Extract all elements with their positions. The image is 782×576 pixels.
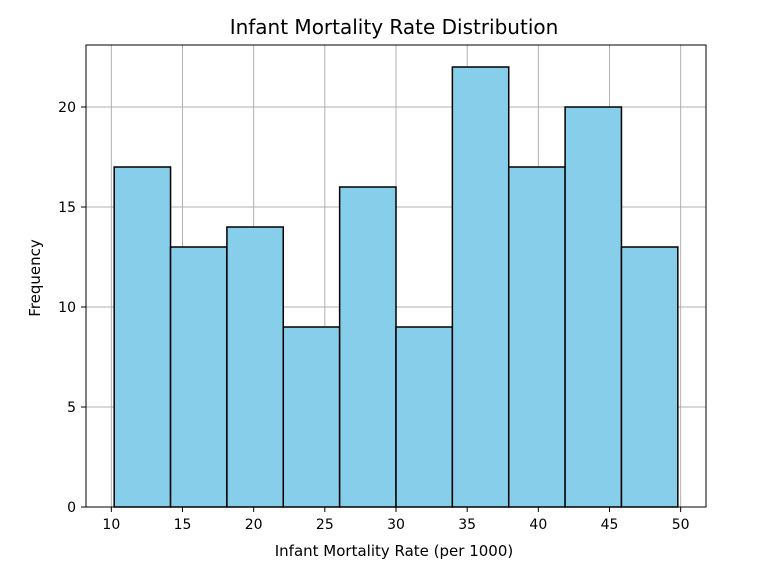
histogram-bar [451,66,510,508]
y-axis-label: Frequency [26,239,44,317]
histogram-bar [620,246,679,508]
histogram-bar [113,166,172,508]
x-tick-label: 30 [387,517,405,533]
y-tick-label: 20 [58,100,76,116]
x-tick-label: 35 [458,517,476,533]
y-axis-ticks: 0 5 10 15 20 [58,100,86,516]
x-tick-label: 40 [529,517,547,533]
bars [113,66,679,508]
histogram-bar [395,326,454,508]
x-tick-label: 50 [672,517,690,533]
y-tick-label: 15 [58,200,76,216]
y-tick-label: 5 [67,400,76,416]
x-tick-label: 20 [245,517,263,533]
histogram-bar [507,166,566,508]
histogram-bar [564,106,623,508]
histogram-bar [282,326,341,508]
x-axis-label: Infant Mortality Rate (per 1000) [275,542,514,560]
chart-title: Infant Mortality Rate Distribution [230,15,559,39]
x-tick-label: 25 [316,517,334,533]
x-tick-label: 10 [102,517,120,533]
x-axis-ticks: 10 15 20 25 30 35 40 45 50 [102,507,690,533]
histogram-bar [226,226,285,508]
histogram-bar [338,186,397,508]
y-tick-label: 10 [58,300,76,316]
x-tick-label: 45 [601,517,619,533]
histogram-bar [169,246,228,508]
y-tick-label: 0 [67,500,76,516]
x-tick-label: 15 [174,517,192,533]
